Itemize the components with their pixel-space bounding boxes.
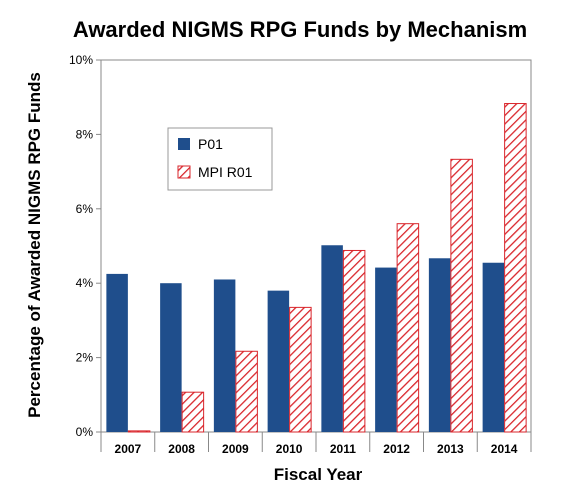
y-tick-label: 4% — [76, 276, 94, 290]
x-tick-label: 2008 — [168, 442, 195, 456]
bar-mpi-r01 — [127, 430, 151, 433]
bar-p01 — [160, 283, 182, 432]
bar-mpi-r01 — [450, 158, 473, 433]
bar-p01 — [482, 262, 505, 432]
bar-p01 — [321, 245, 343, 432]
y-tick-label: 8% — [76, 127, 94, 141]
legend: P01 MPI R01 — [167, 127, 273, 191]
bar-mpi-r01 — [396, 223, 420, 433]
x-tick-label: 2011 — [330, 442, 356, 456]
y-axis-title: Percentage of Awarded NIGMS RPG Funds — [25, 72, 44, 418]
bar-mpi-r01 — [289, 306, 312, 433]
x-tick-label: 2007 — [115, 442, 142, 456]
x-axis-label: Fiscal Year — [274, 465, 363, 484]
x-tick-label: 2012 — [383, 442, 410, 456]
legend-label-mpi-r01: MPI R01 — [198, 164, 253, 180]
bar-p01 — [267, 290, 290, 432]
y-tick-label: 6% — [76, 202, 94, 216]
y-tick-label: 0% — [76, 425, 94, 439]
plot-area: 0% 2% 4% 6% 8% 10% 2007 2008 2009 2010 2011 2012 201… — [69, 53, 532, 456]
bar-mpi-r01 — [342, 249, 366, 433]
x-tick-label: 2014 — [491, 442, 518, 456]
bar-mpi-r01 — [181, 391, 205, 433]
y-tick-label: 10% — [69, 53, 93, 67]
bar-mpi-r01 — [235, 350, 258, 433]
legend-label-p01: P01 — [198, 136, 223, 152]
bar-p01 — [106, 273, 128, 432]
y-axis-label: Percentage of Awarded NIGMS RPG Funds — [25, 72, 44, 418]
x-tick-label: 2013 — [437, 442, 464, 456]
x-tick-label: 2010 — [276, 442, 303, 456]
legend-swatch-mpi-r01 — [177, 165, 191, 179]
y-tick-label: 2% — [76, 351, 94, 365]
bar-p01 — [375, 267, 397, 432]
chart-title: Awarded NIGMS RPG Funds by Mechanism — [73, 17, 527, 42]
legend-swatch-p01 — [178, 138, 190, 150]
bar-mpi-r01 — [504, 103, 527, 433]
bar-p01 — [213, 279, 236, 432]
x-tick-label: 2009 — [222, 442, 249, 456]
bar-p01 — [428, 258, 451, 432]
